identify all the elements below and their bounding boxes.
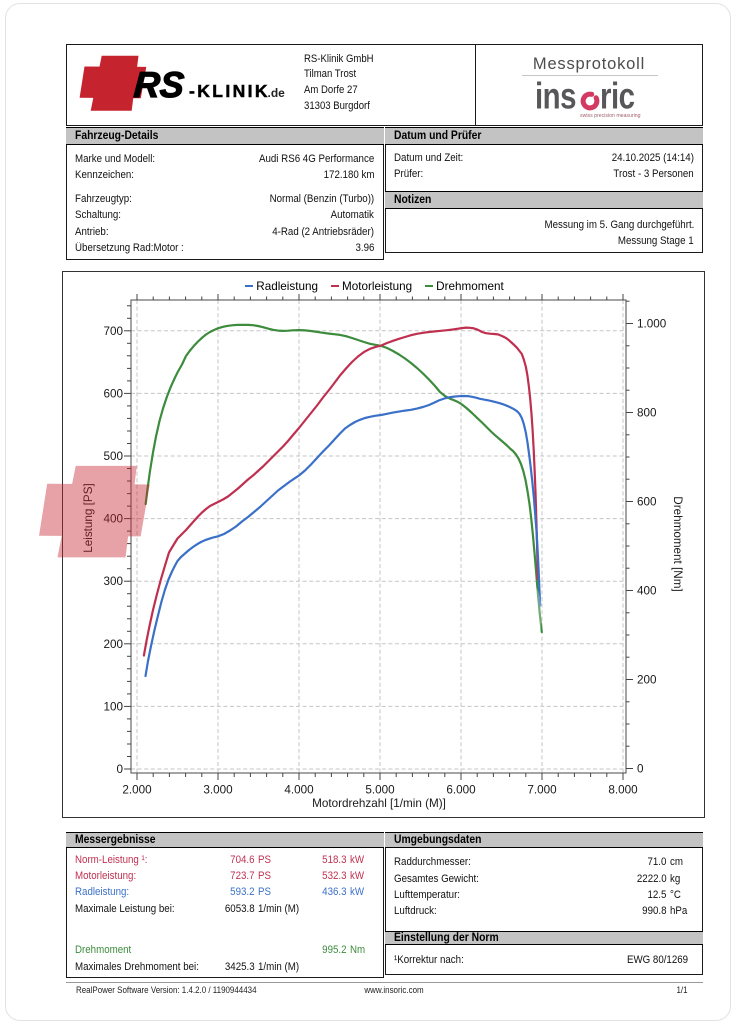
svg-text:5.000: 5.000 (365, 784, 395, 797)
svg-text:600: 600 (637, 496, 657, 509)
svg-text:7.000: 7.000 (527, 784, 557, 797)
svg-text:700: 700 (103, 325, 123, 338)
svg-text:4.000: 4.000 (284, 784, 314, 797)
svg-text:0: 0 (116, 763, 123, 776)
svg-text:200: 200 (103, 638, 123, 651)
svg-text:400: 400 (103, 513, 123, 526)
svg-text:2.000: 2.000 (122, 784, 152, 797)
svg-text:Leistung [PS]: Leistung [PS] (82, 483, 95, 553)
svg-text:6.000: 6.000 (446, 784, 476, 797)
svg-text:400: 400 (637, 585, 657, 598)
svg-text:600: 600 (103, 387, 123, 400)
svg-text:Drehmoment [Nm]: Drehmoment [Nm] (671, 496, 684, 591)
svg-text:300: 300 (103, 575, 123, 588)
svg-text:800: 800 (637, 407, 657, 420)
svg-text:500: 500 (103, 450, 123, 463)
svg-text:8.000: 8.000 (608, 784, 638, 797)
svg-text:1.000: 1.000 (637, 318, 667, 331)
svg-text:200: 200 (637, 674, 657, 687)
svg-text:Motordrehzahl [1/min (M)]: Motordrehzahl [1/min (M)] (312, 797, 446, 810)
svg-text:3.000: 3.000 (203, 784, 233, 797)
svg-text:0: 0 (637, 763, 644, 776)
svg-text:100: 100 (103, 700, 123, 713)
